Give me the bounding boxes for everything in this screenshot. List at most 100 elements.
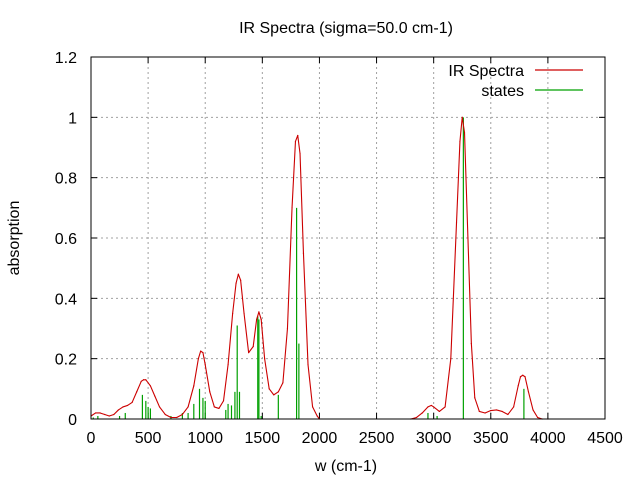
ir-spectra-point [527,391,530,393]
ir-spectra-point [459,140,461,143]
x-tick-label: 0 [87,430,96,447]
ir-spectra-point [299,152,301,155]
ir-spectra-point [277,391,279,393]
ir-spectra-point [142,379,145,381]
ir-spectra-point [302,252,305,254]
ir-spectra-point [316,415,318,417]
ir-spectra-point [154,395,156,397]
ir-spectra-point [427,406,429,408]
x-tick-label: 500 [135,430,162,447]
x-tick-label: 2000 [302,430,338,447]
ir-spectra-point [235,282,237,284]
legend-label: IR Spectra [448,63,524,80]
ir-spectra-point [291,207,293,209]
series-layer [90,116,549,420]
ir-spectra-point [176,416,178,419]
tick-labels: 0 500 1000 1500 2000 2500 3000 3500 4000 4500 0 0.2… [55,50,623,447]
ir-spectra-point [140,380,142,382]
legend: IR Spectra states [448,63,583,100]
ir-spectra-point [490,409,492,412]
ir-spectra-point [297,134,299,137]
ir-spectra-point [136,391,138,393]
x-axis-label: w (cm-1) [314,458,377,475]
ir-spectra-point [294,140,297,143]
ir-spectra-point [474,397,476,399]
ir-spectra-point [187,406,189,408]
ir-spectra-point [484,412,486,414]
grid [91,57,605,419]
ir-spectra-point [237,273,239,275]
x-tick-label: 3500 [473,430,509,447]
ir-spectra-point [94,412,97,414]
ir-spectra-point [170,416,172,419]
ir-spectra-point [273,394,275,396]
ir-spectra-point [513,406,515,408]
ir-spectra-point [524,376,526,378]
ir-spectra-point [532,409,534,411]
ir-spectra-point [455,222,458,224]
ir-spectra-point [470,342,472,345]
ir-spectra-point [145,379,147,381]
ir-spectra-point [149,385,151,387]
y-tick-label: 1 [68,110,77,127]
ir-spectra-point [444,406,446,408]
ir-spectra-point [131,401,133,404]
ir-spectra-point [204,364,206,366]
ir-spectra-point [213,406,215,408]
ir-spectra-point [519,376,522,378]
ir-spectra-point [264,358,266,360]
chart-title: IR Spectra (sigma=50.0 cm-1) [239,20,453,37]
legend-label: states [481,83,524,100]
ir-spectra-point [307,364,309,366]
ir-spectra-point [113,413,115,416]
ir-spectra-point [164,413,166,416]
y-axis-label: absorption [6,201,23,276]
ir-spectra-point [286,327,289,330]
y-tick-label: 0.4 [55,291,77,308]
ir-spectra-point [117,409,120,411]
ir-spectra-point [467,237,469,239]
ir-spectra-point [99,412,101,414]
ir-spectra-point [243,312,245,315]
y-tick-label: 0.8 [55,171,77,188]
ir-spectra-point [501,410,503,413]
ir-spectra-point [197,358,199,360]
ir-spectra-point [517,385,519,387]
ir-spectra-point [421,412,423,414]
ir-spectra-point [450,358,452,360]
ir-spectra-point [232,312,234,315]
ir-spectra-point [104,413,106,416]
ir-spectra-point [252,346,254,348]
ir-spectra-point [158,406,161,408]
ir-spectra-point [126,404,129,407]
x-tick-label: 2500 [359,430,395,447]
ir-spectra-point [240,279,242,281]
ir-spectra-point [478,410,480,413]
ir-spectra-point [507,413,509,416]
ir-spectra-point [258,311,260,313]
ir-spectra-point [260,318,262,321]
ir-spectra-point [430,404,432,407]
x-tick-label: 4000 [530,430,566,447]
ir-spectra-point [433,406,435,408]
plot-frame [90,56,606,420]
ir-spectra-point [200,350,202,352]
ir-spectra-point [108,415,110,417]
y-tick-label: 0 [68,412,77,429]
ir-spectra-point [461,116,463,118]
y-tick-label: 0.6 [55,231,77,248]
ir-spectra-point [209,391,211,393]
y-tick-label: 0.2 [55,352,77,369]
ir-spectra-point [311,406,314,408]
y-tick-label: 1.2 [55,50,77,67]
ir-spectra-point [202,352,204,354]
ir-spectra-point [248,352,250,354]
ir-spectra-point [268,388,270,390]
ir-spectra-point [193,385,195,387]
ir-spectra-point [537,416,539,419]
ir-spectra-point [438,410,440,413]
ir-spectra-point [282,382,284,384]
ir-spectra-point [122,406,124,408]
ir-spectra-point [256,318,258,321]
